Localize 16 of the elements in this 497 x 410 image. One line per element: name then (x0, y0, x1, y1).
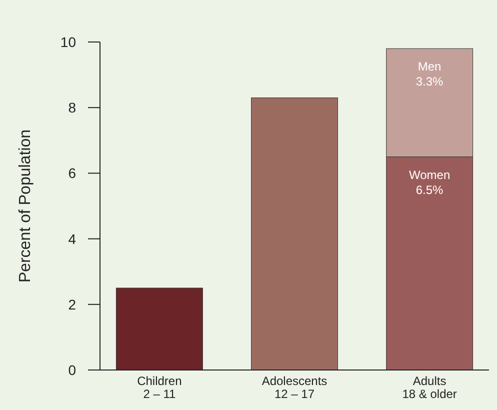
series-label: Men (418, 60, 442, 74)
y-tick-label: 6 (68, 165, 76, 182)
data-label: 3.3% (416, 74, 444, 89)
y-tick-label: 0 (68, 362, 76, 378)
x-tick-label: Adults 18 & older (402, 374, 457, 401)
y-tick-label: 4 (68, 230, 76, 247)
data-label: 6.5% (416, 182, 444, 197)
bar (116, 288, 203, 370)
y-tick-label: 8 (68, 100, 76, 116)
y-axis-title: Percent of Population (17, 130, 34, 282)
y-tick-label: 2 (68, 296, 76, 312)
x-tick-label: Children 2 – 11 (137, 374, 182, 401)
y-tick-label: 10 (60, 34, 76, 50)
x-tick-label: Adolescents 12 – 17 (262, 374, 328, 401)
series-label: Women (409, 168, 450, 182)
bar (251, 98, 338, 370)
